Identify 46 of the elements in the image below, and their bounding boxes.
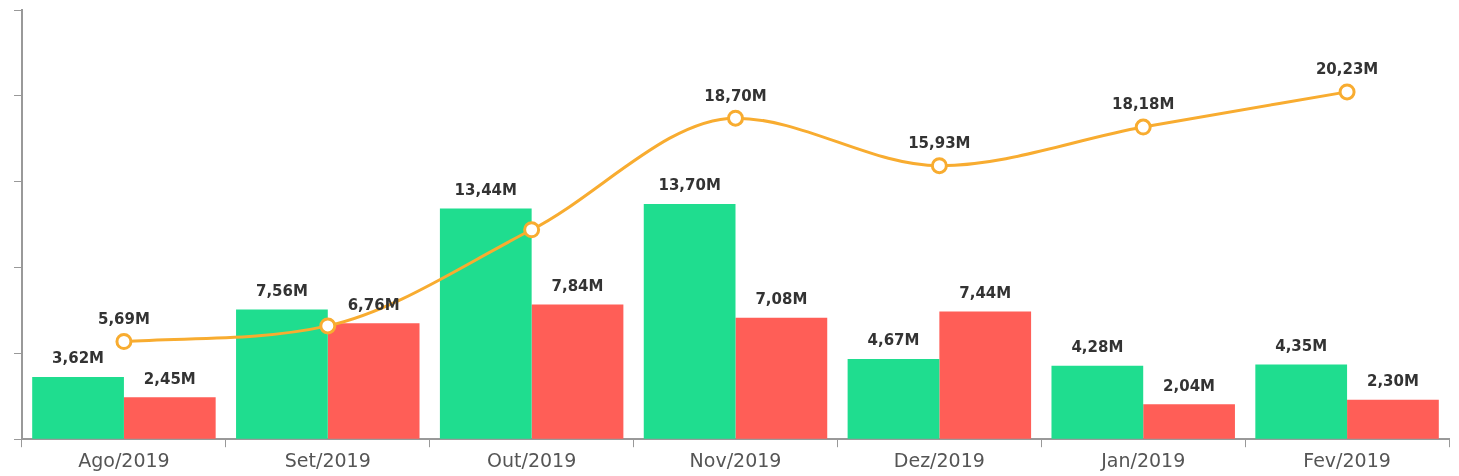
data-label: 2,30M [1366,372,1419,391]
data-label: 5,69M [97,309,150,328]
bar [531,304,624,439]
x-tick-label: Set/2019 [284,448,371,471]
point [319,317,337,335]
point [727,109,744,127]
bar [327,323,420,439]
data-label: 3,62M [52,349,105,368]
point [523,221,541,239]
bar [939,311,1032,439]
data-label: 7,08M [755,290,808,309]
bar [236,309,328,439]
data-label: 20,23M [1315,60,1379,79]
data-label: 13,70M [658,176,721,195]
point [930,157,948,175]
bar [123,397,216,439]
data-label: 4,35M [1275,336,1328,355]
x-tick-label: Out/2019 [487,448,577,471]
x-tick-label: Jan/2019 [1100,448,1186,471]
bar [1255,364,1348,439]
data-label: 2,45M [143,369,196,388]
x-tick-label: Ago/2019 [78,448,170,471]
data-label: 2,04M [1163,376,1216,395]
data-label: 7,84M [551,276,604,295]
x-tick-label: Dez/2019 [893,448,985,471]
data-label: 7,44M [959,283,1012,302]
bar [847,359,940,439]
data-label: 4,28M [1071,338,1124,357]
data-label: 18,18M [1112,95,1175,114]
bar [643,204,736,439]
bar [735,317,828,439]
data-label: 7,56M [255,281,308,300]
point [1134,118,1152,136]
point [1338,83,1356,101]
bar [32,377,124,439]
x-tick-label: Nov/2019 [689,448,782,471]
bar [1347,399,1439,439]
point [115,333,133,351]
x-tick-label: Fev/2019 [1303,448,1391,471]
bar [1051,365,1144,439]
data-label: 13,44M [454,180,517,199]
data-label: 18,70M [704,86,767,105]
data-label: 4,67M [867,331,920,350]
data-label: 15,93M [908,134,971,153]
bar [439,208,532,439]
bar [1143,404,1235,439]
